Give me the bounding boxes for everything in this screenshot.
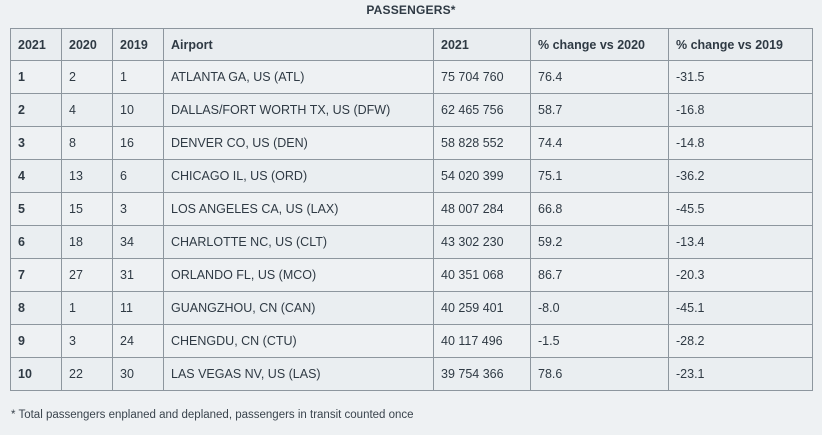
rank-2020-cell: 27 [61, 258, 113, 292]
rank-2020-cell: 15 [61, 192, 113, 226]
change-vs-2020-cell: -1.5 [530, 324, 669, 358]
col-header-rank-2021: 2021 [10, 28, 62, 61]
airport-cell: CHENGDU, CN (CTU) [163, 324, 434, 358]
change-vs-2019-cell: -36.2 [668, 159, 813, 193]
passengers-2021-cell: 58 828 552 [433, 126, 531, 160]
table-row: 10 22 30 LAS VEGAS NV, US (LAS) 39 754 366 78… [10, 357, 813, 391]
col-header-airport: Airport [163, 28, 434, 61]
passengers-2021-cell: 54 020 399 [433, 159, 531, 193]
col-header-rank-2019: 2019 [112, 28, 164, 61]
passengers-2021-cell: 62 465 756 [433, 93, 531, 127]
airport-cell: DALLAS/FORT WORTH TX, US (DFW) [163, 93, 434, 127]
table-row: 6 18 34 CHARLOTTE NC, US (CLT) 43 302 230 59.… [10, 225, 813, 259]
table-title: PASSENGERS* [366, 3, 456, 17]
table-row: 2 4 10 DALLAS/FORT WORTH TX, US (DFW) 62 465… [10, 93, 813, 127]
rank-2019-cell: 30 [112, 357, 164, 391]
table-row: 8 1 11 GUANGZHOU, CN (CAN) 40 259 401 -8.0 -45… [10, 291, 813, 325]
table-row: 7 27 31 ORLANDO FL, US (MCO) 40 351 068 86.7-… [10, 258, 813, 292]
table-row: 3 8 16 DENVER CO, US (DEN) 58 828 552 74.4 -14… [10, 126, 813, 160]
change-vs-2020-cell: 78.6 [530, 357, 669, 391]
rank-2021-cell: 4 [10, 159, 62, 193]
airport-cell: ORLANDO FL, US (MCO) [163, 258, 434, 292]
rank-2021-cell: 10 [10, 357, 62, 391]
rank-2019-cell: 10 [112, 93, 164, 127]
airport-cell: LOS ANGELES CA, US (LAX) [163, 192, 434, 226]
change-vs-2019-cell: -31.5 [668, 60, 813, 94]
rank-2021-cell: 7 [10, 258, 62, 292]
rank-2020-cell: 3 [61, 324, 113, 358]
change-vs-2020-cell: 75.1 [530, 159, 669, 193]
rank-2019-cell: 3 [112, 192, 164, 226]
rank-2019-cell: 1 [112, 60, 164, 94]
passengers-2021-cell: 40 259 401 [433, 291, 531, 325]
change-vs-2020-cell: 66.8 [530, 192, 669, 226]
rank-2021-cell: 9 [10, 324, 62, 358]
col-header-passengers-2021: 2021 [433, 28, 531, 61]
change-vs-2020-cell: 58.7 [530, 93, 669, 127]
airport-cell: DENVER CO, US (DEN) [163, 126, 434, 160]
rank-2020-cell: 2 [61, 60, 113, 94]
passengers-2021-cell: 48 007 284 [433, 192, 531, 226]
passengers-table: 2021 2020 2019 Airport 2021 % change vs … [10, 28, 813, 391]
airport-cell: CHARLOTTE NC, US (CLT) [163, 225, 434, 259]
passengers-2021-cell: 75 704 760 [433, 60, 531, 94]
rank-2019-cell: 34 [112, 225, 164, 259]
rank-2021-cell: 1 [10, 60, 62, 94]
rank-2020-cell: 22 [61, 357, 113, 391]
rank-2021-cell: 5 [10, 192, 62, 226]
rank-2020-cell: 4 [61, 93, 113, 127]
rank-2019-cell: 11 [112, 291, 164, 325]
rank-2019-cell: 31 [112, 258, 164, 292]
passengers-2021-cell: 43 302 230 [433, 225, 531, 259]
rank-2019-cell: 24 [112, 324, 164, 358]
table-row: 1 2 1 ATLANTA GA, US (ATL) 75 704 760 76.4 -31… [10, 60, 813, 94]
change-vs-2019-cell: -14.8 [668, 126, 813, 160]
change-vs-2019-cell: -28.2 [668, 324, 813, 358]
change-vs-2019-cell: -45.5 [668, 192, 813, 226]
rank-2020-cell: 1 [61, 291, 113, 325]
rank-2021-cell: 3 [10, 126, 62, 160]
col-header-change-vs-2020: % change vs 2020 [530, 28, 669, 61]
table-header-row: 2021 2020 2019 Airport 2021 % change vs … [10, 28, 813, 61]
airport-cell: LAS VEGAS NV, US (LAS) [163, 357, 434, 391]
rank-2021-cell: 2 [10, 93, 62, 127]
passengers-2021-cell: 40 117 496 [433, 324, 531, 358]
table-row: 4 13 6 CHICAGO IL, US (ORD) 54 020 399 75.1 -3… [10, 159, 813, 193]
table-body: 1 2 1 ATLANTA GA, US (ATL) 75 704 760 76.4 -31… [10, 60, 813, 391]
rank-2019-cell: 6 [112, 159, 164, 193]
col-header-change-vs-2019: % change vs 2019 [668, 28, 813, 61]
rank-2021-cell: 8 [10, 291, 62, 325]
table-row: 9 3 24 CHENGDU, CN (CTU) 40 117 496 -1.5 -28.2 [10, 324, 813, 358]
rank-2019-cell: 16 [112, 126, 164, 160]
change-vs-2019-cell: -23.1 [668, 357, 813, 391]
airport-cell: CHICAGO IL, US (ORD) [163, 159, 434, 193]
footnote: * Total passengers enplaned and deplaned… [11, 409, 414, 421]
change-vs-2019-cell: -20.3 [668, 258, 813, 292]
rank-2020-cell: 8 [61, 126, 113, 160]
rank-2020-cell: 13 [61, 159, 113, 193]
change-vs-2020-cell: 76.4 [530, 60, 669, 94]
change-vs-2019-cell: -45.1 [668, 291, 813, 325]
table-row: 5 15 3 LOS ANGELES CA, US (LAX) 48 007 284 66… [10, 192, 813, 226]
col-header-rank-2020: 2020 [61, 28, 113, 61]
change-vs-2020-cell: 74.4 [530, 126, 669, 160]
change-vs-2019-cell: -13.4 [668, 225, 813, 259]
airport-cell: ATLANTA GA, US (ATL) [163, 60, 434, 94]
passengers-2021-cell: 40 351 068 [433, 258, 531, 292]
airport-cell: GUANGZHOU, CN (CAN) [163, 291, 434, 325]
change-vs-2020-cell: 59.2 [530, 225, 669, 259]
rank-2021-cell: 6 [10, 225, 62, 259]
rank-2020-cell: 18 [61, 225, 113, 259]
passengers-2021-cell: 39 754 366 [433, 357, 531, 391]
change-vs-2019-cell: -16.8 [668, 93, 813, 127]
change-vs-2020-cell: -8.0 [530, 291, 669, 325]
change-vs-2020-cell: 86.7 [530, 258, 669, 292]
